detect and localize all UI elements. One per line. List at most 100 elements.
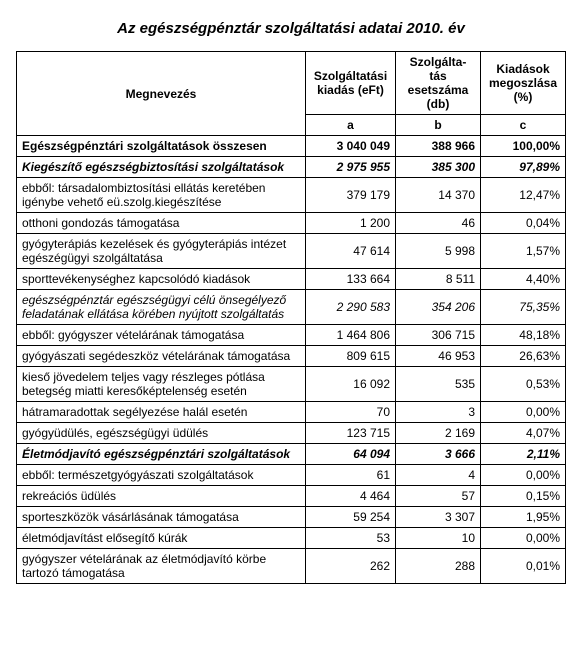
subheader-c: c bbox=[481, 115, 566, 136]
header-col-b: Szolgálta- tás esetszáma (db) bbox=[396, 52, 481, 115]
cell-a: 4 464 bbox=[306, 486, 396, 507]
cell-a: 2 290 583 bbox=[306, 290, 396, 325]
row-label: gyógyszer vételárának az életmódjavító k… bbox=[17, 549, 306, 584]
cell-a: 70 bbox=[306, 402, 396, 423]
cell-c: 4,40% bbox=[481, 269, 566, 290]
table-row: sporteszközök vásárlásának támogatása59 … bbox=[17, 507, 566, 528]
row-label: sporttevékenységhez kapcsolódó kiadások bbox=[17, 269, 306, 290]
table-row: Egészségpénztári szolgáltatások összesen… bbox=[17, 136, 566, 157]
table-row: ebből: gyógyszer vételárának támogatása1… bbox=[17, 325, 566, 346]
cell-c: 48,18% bbox=[481, 325, 566, 346]
cell-a: 379 179 bbox=[306, 178, 396, 213]
table-row: ebből: társadalombiztosítási ellátás ker… bbox=[17, 178, 566, 213]
table-row: gyógyterápiás kezelések és gyógyterápiás… bbox=[17, 234, 566, 269]
cell-a: 3 040 049 bbox=[306, 136, 396, 157]
header-col-c: Kiadások megoszlása (%) bbox=[481, 52, 566, 115]
cell-a: 61 bbox=[306, 465, 396, 486]
cell-b: 354 206 bbox=[396, 290, 481, 325]
cell-b: 306 715 bbox=[396, 325, 481, 346]
row-label: rekreációs üdülés bbox=[17, 486, 306, 507]
cell-b: 46 953 bbox=[396, 346, 481, 367]
cell-b: 10 bbox=[396, 528, 481, 549]
table-row: kieső jövedelem teljes vagy részleges pó… bbox=[17, 367, 566, 402]
cell-a: 64 094 bbox=[306, 444, 396, 465]
cell-c: 0,04% bbox=[481, 213, 566, 234]
header-name: Megnevezés bbox=[17, 52, 306, 136]
cell-b: 3 666 bbox=[396, 444, 481, 465]
cell-c: 0,00% bbox=[481, 465, 566, 486]
table-row: hátramaradottak segélyezése halál esetén… bbox=[17, 402, 566, 423]
cell-c: 0,00% bbox=[481, 402, 566, 423]
cell-c: 0,15% bbox=[481, 486, 566, 507]
cell-a: 123 715 bbox=[306, 423, 396, 444]
cell-b: 385 300 bbox=[396, 157, 481, 178]
table-row: egészségpénztár egészségügyi célú önsegé… bbox=[17, 290, 566, 325]
row-label: kieső jövedelem teljes vagy részleges pó… bbox=[17, 367, 306, 402]
cell-a: 47 614 bbox=[306, 234, 396, 269]
cell-b: 4 bbox=[396, 465, 481, 486]
row-label: sporteszközök vásárlásának támogatása bbox=[17, 507, 306, 528]
cell-a: 59 254 bbox=[306, 507, 396, 528]
cell-a: 262 bbox=[306, 549, 396, 584]
table-row: gyógyászati segédeszköz vételárának támo… bbox=[17, 346, 566, 367]
row-label: egészségpénztár egészségügyi célú önsegé… bbox=[17, 290, 306, 325]
row-label: Egészségpénztári szolgáltatások összesen bbox=[17, 136, 306, 157]
row-label: Életmódjavító egészségpénztári szolgálta… bbox=[17, 444, 306, 465]
cell-a: 809 615 bbox=[306, 346, 396, 367]
table-row: rekreációs üdülés4 464570,15% bbox=[17, 486, 566, 507]
table-row: Kiegészítő egészségbiztosítási szolgálta… bbox=[17, 157, 566, 178]
cell-b: 5 998 bbox=[396, 234, 481, 269]
cell-a: 53 bbox=[306, 528, 396, 549]
cell-c: 1,95% bbox=[481, 507, 566, 528]
header-row-1: Megnevezés Szolgáltatási kiadás (eFt) Sz… bbox=[17, 52, 566, 115]
cell-c: 75,35% bbox=[481, 290, 566, 325]
cell-c: 100,00% bbox=[481, 136, 566, 157]
page-title: Az egészségpénztár szolgáltatási adatai … bbox=[16, 20, 566, 37]
cell-b: 288 bbox=[396, 549, 481, 584]
cell-c: 4,07% bbox=[481, 423, 566, 444]
cell-b: 8 511 bbox=[396, 269, 481, 290]
table-row: sporttevékenységhez kapcsolódó kiadások1… bbox=[17, 269, 566, 290]
subheader-a: a bbox=[306, 115, 396, 136]
header-col-a: Szolgáltatási kiadás (eFt) bbox=[306, 52, 396, 115]
row-label: ebből: társadalombiztosítási ellátás ker… bbox=[17, 178, 306, 213]
cell-b: 3 307 bbox=[396, 507, 481, 528]
cell-b: 46 bbox=[396, 213, 481, 234]
cell-b: 388 966 bbox=[396, 136, 481, 157]
cell-b: 535 bbox=[396, 367, 481, 402]
row-label: gyógyterápiás kezelések és gyógyterápiás… bbox=[17, 234, 306, 269]
cell-c: 0,00% bbox=[481, 528, 566, 549]
cell-b: 2 169 bbox=[396, 423, 481, 444]
table-row: Életmódjavító egészségpénztári szolgálta… bbox=[17, 444, 566, 465]
cell-c: 2,11% bbox=[481, 444, 566, 465]
cell-c: 97,89% bbox=[481, 157, 566, 178]
cell-c: 26,63% bbox=[481, 346, 566, 367]
table-row: gyógyüdülés, egészségügyi üdülés123 7152… bbox=[17, 423, 566, 444]
subheader-b: b bbox=[396, 115, 481, 136]
cell-a: 133 664 bbox=[306, 269, 396, 290]
table-row: életmódjavítást elősegítő kúrák53100,00% bbox=[17, 528, 566, 549]
data-table: Megnevezés Szolgáltatási kiadás (eFt) Sz… bbox=[16, 51, 566, 584]
table-row: gyógyszer vételárának az életmódjavító k… bbox=[17, 549, 566, 584]
cell-a: 16 092 bbox=[306, 367, 396, 402]
table-row: otthoni gondozás támogatása1 200460,04% bbox=[17, 213, 566, 234]
row-label: ebből: gyógyszer vételárának támogatása bbox=[17, 325, 306, 346]
table-row: ebből: természetgyógyászati szolgáltatás… bbox=[17, 465, 566, 486]
row-label: ebből: természetgyógyászati szolgáltatás… bbox=[17, 465, 306, 486]
cell-a: 1 464 806 bbox=[306, 325, 396, 346]
cell-c: 1,57% bbox=[481, 234, 566, 269]
cell-b: 3 bbox=[396, 402, 481, 423]
row-label: Kiegészítő egészségbiztosítási szolgálta… bbox=[17, 157, 306, 178]
cell-b: 57 bbox=[396, 486, 481, 507]
row-label: otthoni gondozás támogatása bbox=[17, 213, 306, 234]
row-label: életmódjavítást elősegítő kúrák bbox=[17, 528, 306, 549]
cell-a: 2 975 955 bbox=[306, 157, 396, 178]
row-label: gyógyüdülés, egészségügyi üdülés bbox=[17, 423, 306, 444]
cell-c: 12,47% bbox=[481, 178, 566, 213]
cell-b: 14 370 bbox=[396, 178, 481, 213]
cell-c: 0,01% bbox=[481, 549, 566, 584]
row-label: hátramaradottak segélyezése halál esetén bbox=[17, 402, 306, 423]
cell-a: 1 200 bbox=[306, 213, 396, 234]
row-label: gyógyászati segédeszköz vételárának támo… bbox=[17, 346, 306, 367]
cell-c: 0,53% bbox=[481, 367, 566, 402]
